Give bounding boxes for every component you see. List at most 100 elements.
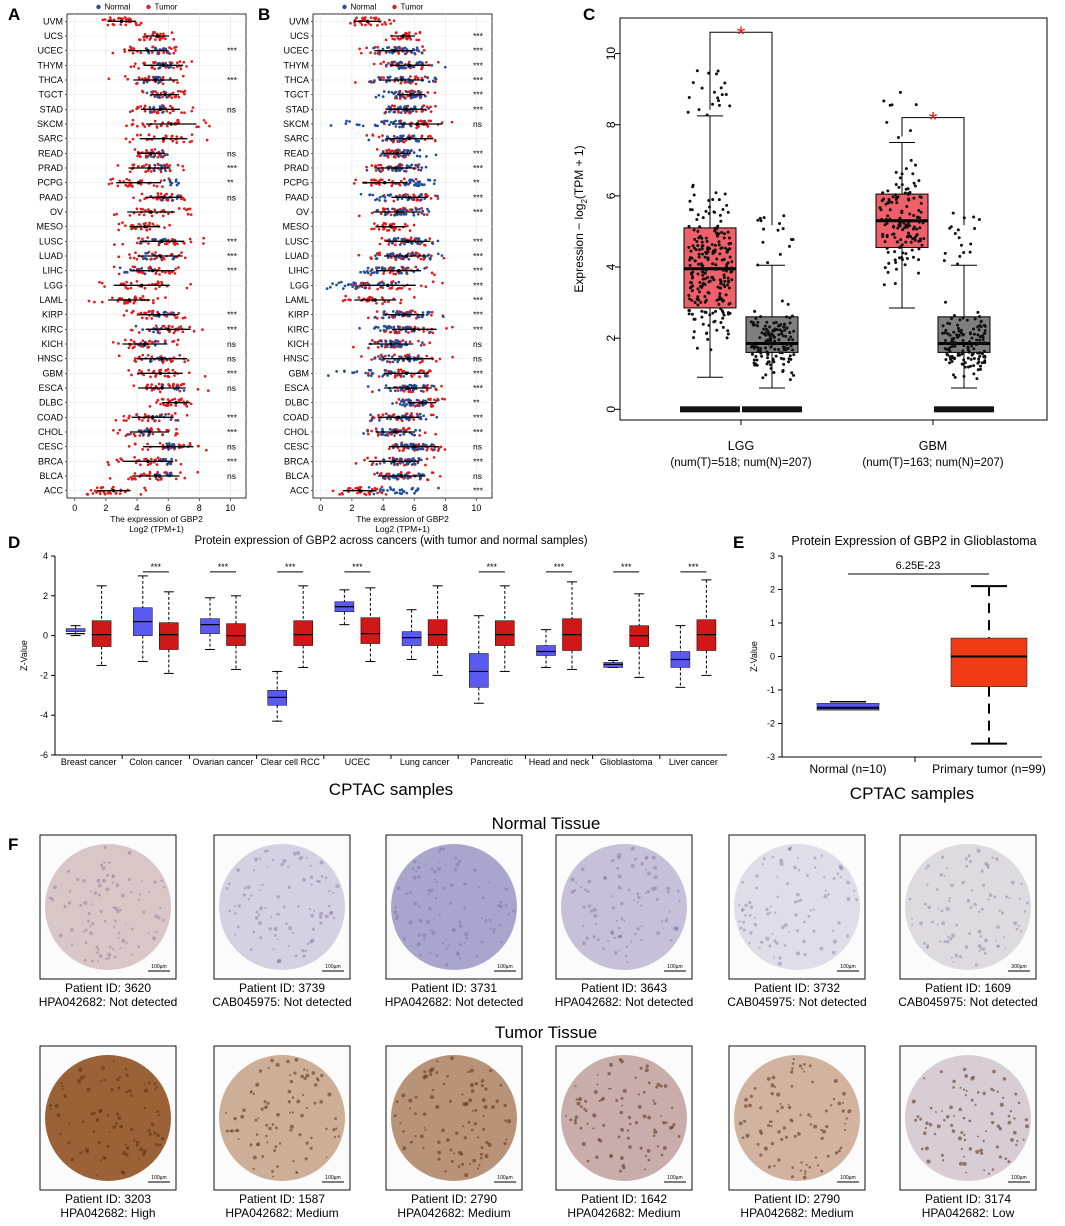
normal-point — [366, 429, 370, 433]
stain-speck — [117, 937, 120, 940]
tumor-point — [422, 329, 426, 333]
tumor-point — [130, 227, 133, 231]
tumor-point — [383, 20, 387, 24]
significance-label: *** — [473, 46, 484, 56]
stain-speck — [618, 949, 621, 952]
stain-speck — [105, 957, 108, 960]
significance-label: *** — [473, 295, 484, 305]
data-point — [713, 226, 717, 230]
data-point — [701, 281, 705, 285]
stain-speck — [89, 925, 92, 928]
normal-point — [416, 242, 420, 246]
tumor-point — [425, 60, 428, 64]
tumor-point — [117, 354, 121, 358]
data-point — [777, 347, 781, 351]
normal-point — [144, 251, 148, 255]
data-point — [882, 197, 886, 201]
tumor-point — [431, 471, 435, 475]
stain-speck — [430, 867, 434, 871]
normal-point — [392, 488, 396, 491]
normal-point — [406, 325, 409, 329]
normal-point — [376, 51, 380, 55]
data-point — [772, 371, 776, 375]
tumor-point — [367, 296, 371, 300]
normal-point — [390, 90, 394, 94]
data-point — [789, 238, 793, 242]
stain-speck — [79, 903, 83, 907]
data-point — [700, 247, 704, 251]
median-point — [407, 63, 412, 68]
tumor-point — [415, 198, 419, 202]
category-label: ACC — [44, 486, 64, 496]
stain-speck — [465, 936, 469, 940]
tumor-point — [128, 214, 132, 217]
normal-point — [419, 415, 423, 419]
normal-point — [357, 123, 361, 127]
tumor-point — [421, 109, 425, 113]
normal-point — [389, 252, 393, 256]
data-point — [687, 294, 691, 298]
normal-point — [388, 50, 392, 54]
tumor-point — [378, 462, 382, 465]
normal-point — [385, 119, 389, 123]
normal-point — [385, 80, 388, 84]
stain-speck — [258, 921, 263, 926]
stain-speck — [270, 915, 273, 918]
data-point — [696, 295, 700, 299]
normal-point — [418, 428, 422, 432]
normal-point — [386, 75, 390, 79]
significance-label: *** — [227, 324, 238, 334]
normal-point — [169, 181, 172, 184]
normal-point — [414, 236, 418, 240]
normal-point — [381, 95, 385, 98]
stain-speck — [108, 945, 112, 949]
tumor-point — [418, 253, 421, 256]
normal-point — [393, 213, 396, 217]
tumor-point — [131, 109, 135, 113]
category-label: GBM — [288, 368, 309, 378]
tumor-point — [417, 168, 420, 172]
normal-point — [437, 486, 440, 490]
normal-point — [149, 111, 152, 114]
median-point — [161, 63, 166, 68]
tumor-point — [161, 82, 165, 86]
stain-speck — [613, 936, 616, 939]
data-point — [898, 90, 902, 94]
data-point — [891, 232, 895, 236]
category-label: KIRC — [41, 324, 63, 334]
tumor-point — [440, 397, 444, 401]
tumor-point — [413, 404, 417, 408]
stain-speck — [480, 940, 484, 944]
tumor-point — [183, 476, 187, 480]
tumor-point — [352, 345, 355, 349]
data-point — [700, 236, 704, 240]
data-point — [690, 289, 694, 293]
stain-speck — [644, 892, 647, 895]
normal-point — [349, 283, 353, 286]
normal-point — [140, 267, 144, 270]
data-point — [778, 222, 782, 226]
data-point — [780, 299, 784, 303]
significance-label: ns — [473, 354, 482, 364]
tumor-point — [420, 67, 423, 71]
normal-point — [401, 326, 405, 330]
normal-point — [394, 389, 397, 393]
tumor-point — [189, 402, 193, 406]
normal-point — [409, 110, 413, 114]
tumor-point — [406, 94, 410, 98]
data-point — [695, 240, 699, 244]
stain-speck — [462, 882, 465, 885]
category-label: THYM — [284, 60, 310, 70]
data-point — [943, 347, 947, 351]
tumor-point — [89, 488, 93, 492]
tumor-point — [434, 194, 437, 198]
tumor-point — [393, 375, 397, 379]
data-point — [978, 315, 982, 319]
tumor-point — [139, 21, 143, 25]
tumor-point — [397, 111, 400, 114]
data-point — [708, 205, 712, 209]
tumor-point — [450, 120, 454, 124]
tumor-point — [147, 208, 150, 211]
data-point — [902, 219, 906, 223]
normal-point — [340, 280, 343, 284]
